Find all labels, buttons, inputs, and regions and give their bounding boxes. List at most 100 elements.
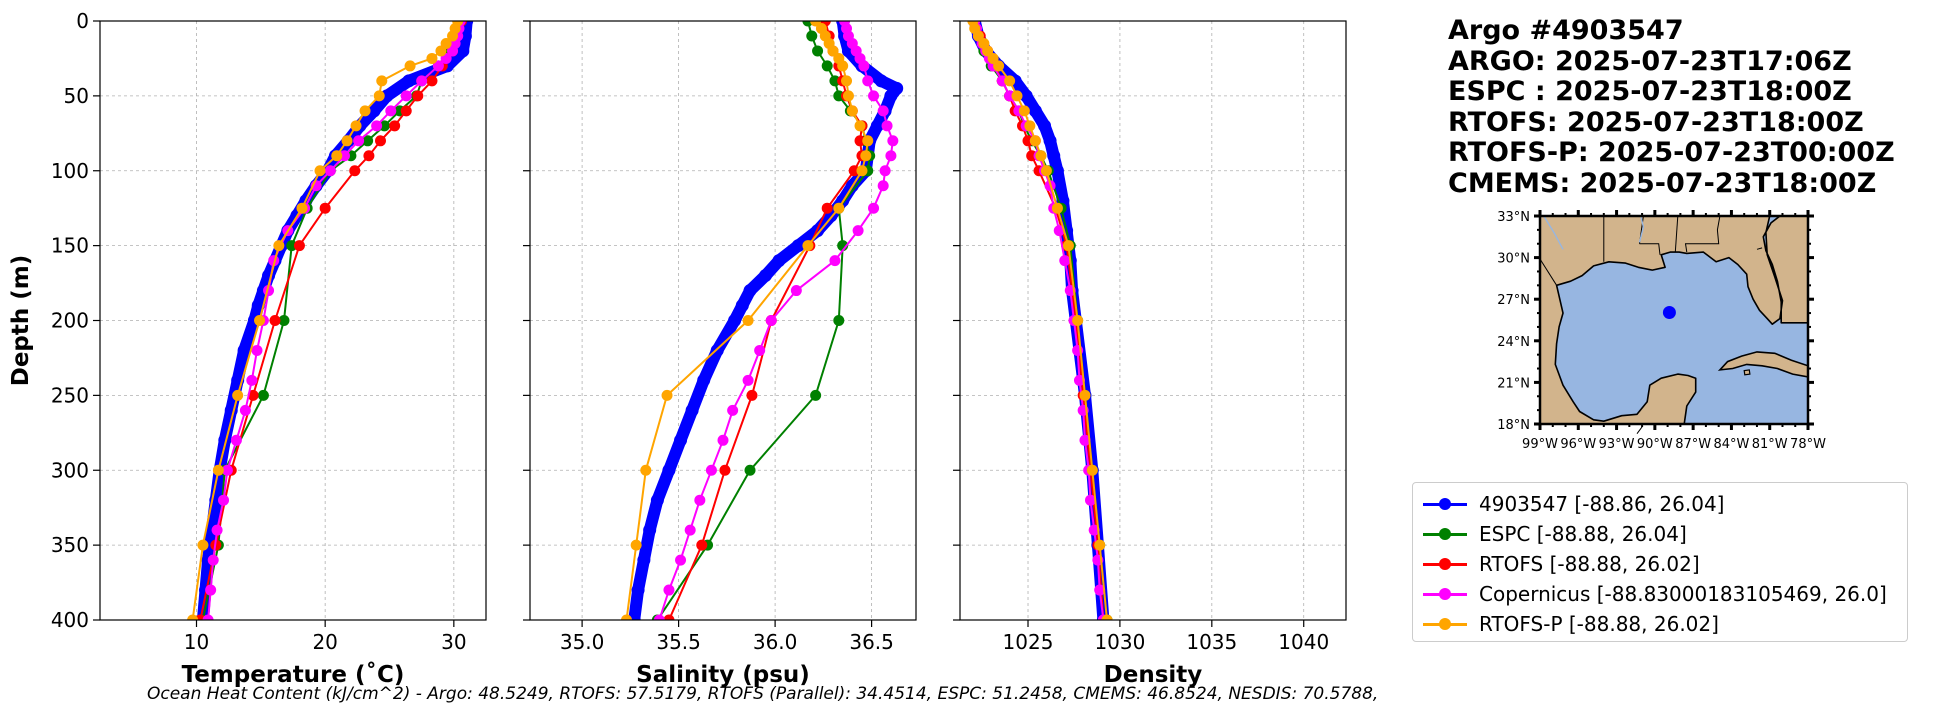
data-point [856, 165, 868, 177]
data-point [812, 45, 824, 57]
legend-item: 4903547 [-88.86, 26.04] [1423, 490, 1724, 518]
data-point [269, 315, 281, 326]
data-point [837, 60, 849, 72]
data-point [1018, 105, 1030, 117]
title-line: CMEMS: 2025-07-23T18:00Z [1448, 167, 1877, 199]
data-point [359, 105, 371, 117]
data-point [254, 315, 266, 326]
data-point [376, 75, 388, 87]
data-point [400, 90, 412, 102]
data-point [447, 45, 459, 57]
x-tick-label: 36.0 [753, 630, 798, 654]
map-lat-label: 30°N [1497, 252, 1530, 267]
data-point [685, 403, 699, 417]
data-point [1035, 150, 1047, 162]
data-point [650, 493, 664, 507]
map-border [1674, 215, 1679, 253]
title-block: Argo #4903547 ARGO: 2025-07-23T17:06Z ES… [1448, 15, 1895, 199]
y-tick-label: 50 [64, 84, 89, 108]
x-axis-label: Salinity (psu) [636, 662, 810, 688]
legend-swatch [1423, 524, 1467, 544]
data-point [746, 389, 758, 401]
map-lat-label: 21°N [1497, 376, 1530, 391]
data-point [675, 554, 687, 566]
data-point [314, 165, 326, 177]
data-point [374, 135, 386, 147]
data-point [842, 90, 854, 102]
data-point [362, 135, 374, 147]
data-point [1040, 165, 1052, 177]
data-point [456, 44, 470, 58]
legend-swatch [1423, 614, 1467, 634]
map-lon-label: 84°W [1713, 437, 1749, 452]
data-point [187, 614, 199, 620]
map-lon-label: 96°W [1560, 437, 1596, 452]
data-point [1086, 464, 1098, 476]
data-point [728, 314, 742, 327]
argo-location-marker [1662, 306, 1676, 320]
data-point [744, 464, 756, 476]
data-point [435, 45, 447, 57]
map-border [1636, 426, 1643, 434]
data-point [1028, 104, 1042, 118]
data-point [218, 494, 230, 506]
data-point [821, 60, 833, 72]
y-tick-label: 250 [51, 383, 89, 407]
data-point [380, 89, 394, 103]
data-point [833, 202, 845, 214]
data-point [1047, 149, 1061, 163]
data-point [1038, 119, 1052, 133]
x-tick-label: 35.0 [560, 630, 605, 654]
data-point [207, 554, 219, 566]
data-point [1088, 524, 1100, 536]
data-point [827, 45, 839, 57]
data-point [363, 150, 375, 162]
data-point [662, 463, 676, 477]
data-point [765, 315, 777, 326]
x-tick-label: 20 [312, 630, 337, 654]
legend-item: ESPC [-88.88, 26.04] [1423, 520, 1687, 548]
map-border [1756, 247, 1763, 250]
data-point [630, 539, 642, 551]
data-point [1101, 614, 1113, 620]
data-point [719, 464, 731, 476]
map-lat-label: 18°N [1497, 418, 1530, 433]
data-point [412, 90, 424, 102]
data-point [884, 89, 898, 103]
data-point [663, 614, 675, 620]
data-point [885, 150, 897, 162]
data-point [802, 240, 814, 252]
map-border [1684, 215, 1721, 253]
data-point [197, 539, 209, 551]
y-tick-label: 350 [51, 533, 89, 557]
legend-swatch [1423, 494, 1467, 514]
data-point [874, 74, 888, 88]
data-point [684, 524, 696, 536]
data-point [790, 285, 802, 297]
x-tick-label: 1030 [1094, 630, 1145, 654]
map-lat-label: 24°N [1497, 335, 1530, 350]
data-point [1019, 89, 1033, 103]
data-point [852, 225, 864, 237]
data-point [278, 315, 290, 326]
data-point [1062, 240, 1074, 252]
data-point [1094, 584, 1106, 596]
map-border [1639, 243, 1661, 255]
panel-salinity: 35.0 35.5 36.0 36.5 Salinity (psu) [523, 20, 917, 688]
data-point [881, 120, 893, 132]
data-point [717, 434, 729, 446]
data-point [273, 240, 285, 252]
data-point [218, 433, 232, 447]
data-point [251, 344, 263, 356]
map-lon-label: 81°W [1752, 437, 1788, 452]
legend-label: ESPC [-88.88, 26.04] [1479, 522, 1687, 546]
data-point [758, 269, 772, 283]
map-lon-label: 93°W [1599, 437, 1635, 452]
footer-ohc: Ocean Heat Content (kJ/cm^2) - Argo: 48.… [147, 684, 1379, 704]
data-point [854, 120, 866, 132]
data-point [237, 343, 251, 357]
map-island [1743, 369, 1751, 376]
data-point [426, 52, 438, 64]
panel-temperature: 10 20 30050100150200250300350400Temperatur… [8, 9, 487, 688]
